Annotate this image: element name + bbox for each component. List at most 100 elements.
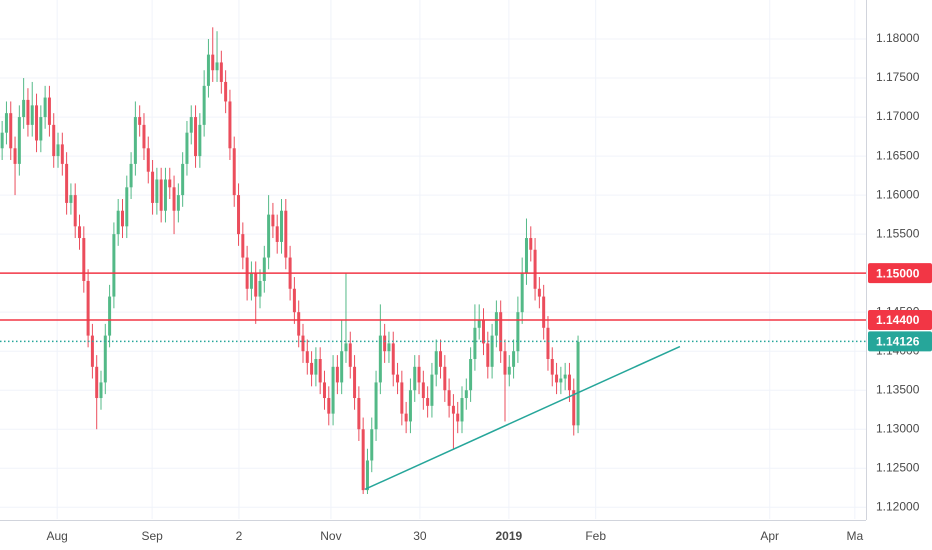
candle-body (228, 101, 232, 149)
candle-body (408, 390, 412, 422)
candle-body (499, 312, 503, 352)
candle-body (507, 366, 511, 375)
y-tick-label: 1.15500 (876, 226, 920, 240)
x-tick-label: Sep (141, 529, 163, 543)
candle-body (443, 366, 447, 391)
candle-body (112, 234, 116, 297)
candle-body (490, 335, 494, 367)
candle-body (172, 187, 176, 211)
candle-body (65, 163, 69, 203)
candle-body (413, 366, 417, 391)
price-label-box (868, 331, 932, 352)
candle-body (404, 413, 408, 422)
y-tick-label: 1.16500 (876, 148, 920, 162)
candle-body (26, 99, 30, 125)
candle-body (181, 163, 185, 196)
candle-body (202, 85, 206, 125)
candle-body (43, 97, 47, 118)
candle-body (533, 249, 537, 289)
candle-body (159, 179, 163, 211)
candle-body (331, 366, 335, 414)
candle-body (155, 179, 159, 203)
candle-body (516, 312, 520, 352)
candle-body (275, 226, 279, 242)
candle-body (189, 117, 193, 133)
candle-body (4, 113, 8, 133)
candle-body (353, 366, 357, 399)
price-label-box (868, 309, 932, 330)
candle-body (357, 398, 361, 430)
candle-body (232, 148, 236, 196)
overlays (0, 272, 866, 491)
candle-body (13, 148, 17, 164)
x-tick-label: 30 (413, 529, 427, 543)
candle-body (224, 81, 228, 102)
candle-body (129, 163, 133, 188)
x-tick-label: Aug (46, 529, 67, 543)
candle-body (17, 117, 21, 164)
candle-body (151, 171, 155, 203)
candle-body (434, 351, 438, 375)
candle-body (86, 280, 90, 336)
candle-body (237, 195, 241, 235)
candle-body (168, 179, 172, 188)
candle-body (176, 195, 180, 211)
x-tick-label: 2 (236, 529, 243, 543)
candle-body (47, 97, 51, 125)
candle-body (219, 62, 223, 82)
price-label: 1.15000 (876, 266, 920, 280)
candle-body (185, 132, 189, 164)
price-label: 1.14400 (876, 313, 920, 327)
x-tick-label: Apr (760, 529, 779, 543)
candle-body (537, 288, 541, 297)
candle-body (146, 148, 150, 172)
candle-body (108, 296, 112, 336)
candle-body (524, 238, 528, 274)
candle-body (494, 312, 498, 336)
candle-body (35, 105, 39, 141)
candle-body (572, 390, 576, 426)
candle-body (417, 366, 421, 383)
candle-body (120, 210, 124, 227)
price-label-box (868, 263, 932, 284)
candle-body (430, 374, 434, 406)
candle-body (39, 117, 43, 141)
candle-body (481, 319, 485, 344)
candle-body (198, 124, 202, 157)
candle-body (310, 362, 314, 375)
candle-body (464, 390, 468, 399)
price-label: 1.14126 (876, 335, 920, 349)
candle-body (206, 54, 210, 86)
candle-body (284, 210, 288, 258)
x-tick-label: 2019 (496, 529, 523, 543)
candle-body (387, 343, 391, 352)
candle-body (451, 405, 455, 414)
candle-body (0, 132, 4, 149)
x-tick-label: Feb (585, 529, 606, 543)
candle-body (477, 319, 481, 328)
candle-body (60, 144, 64, 164)
y-tick-label: 1.13000 (876, 421, 920, 435)
candle-body (486, 343, 490, 367)
candle-body (215, 62, 219, 71)
candle-body (314, 359, 318, 375)
candle-body (125, 187, 129, 227)
candle-body (73, 195, 77, 227)
candle-body (249, 273, 253, 289)
candle-body (56, 144, 60, 157)
y-tick-label: 1.17500 (876, 70, 920, 84)
candle-body (391, 343, 395, 375)
candle-body (322, 382, 326, 399)
candle-body (305, 351, 309, 363)
candle-body (378, 335, 382, 383)
candle-body (142, 124, 146, 149)
candle-body (421, 382, 425, 399)
candle-body (447, 390, 451, 406)
candle-body (163, 179, 167, 211)
candles (0, 27, 580, 495)
candle-body (460, 398, 464, 422)
candle-body (520, 273, 524, 313)
candle-body (133, 117, 137, 164)
